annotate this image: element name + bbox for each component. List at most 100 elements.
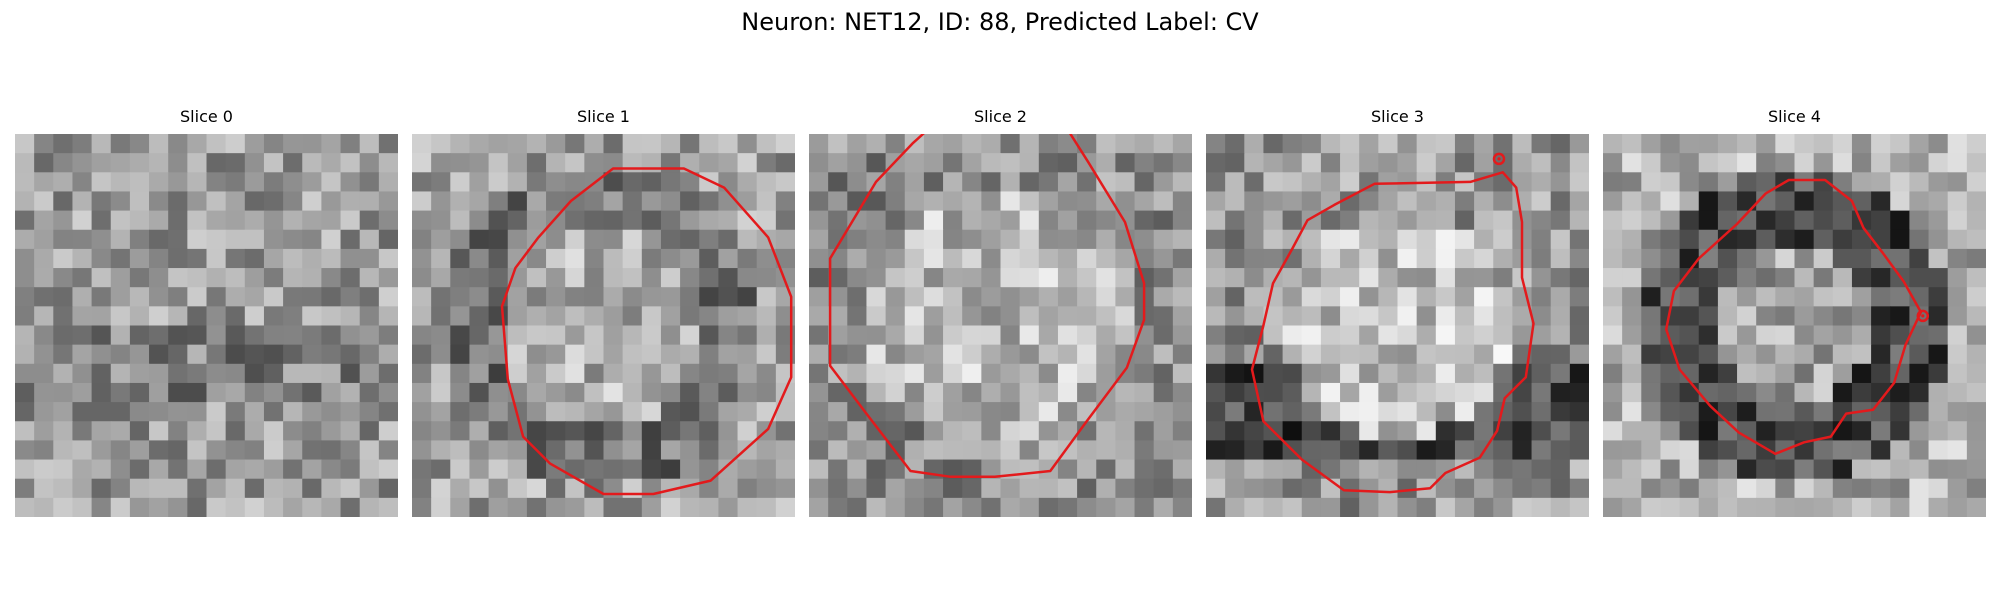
pixel — [718, 402, 739, 422]
pixel — [962, 306, 982, 327]
pixel — [340, 248, 361, 269]
pixel — [622, 134, 643, 154]
pixel — [1947, 306, 1968, 327]
pixel — [828, 268, 848, 288]
pixel — [1622, 287, 1642, 307]
pixel — [1890, 172, 1910, 193]
pixel — [660, 248, 681, 269]
pixel — [866, 497, 887, 517]
pixel — [507, 210, 528, 231]
pixel — [1871, 421, 1891, 441]
pixel — [1737, 229, 1757, 250]
pixel — [1378, 210, 1399, 231]
pixel — [1378, 134, 1399, 154]
pixel — [1832, 497, 1853, 517]
pixel — [1550, 382, 1571, 403]
pixel — [603, 268, 624, 288]
pixel — [1679, 421, 1700, 441]
pixel — [904, 440, 925, 461]
pixel — [1000, 287, 1021, 307]
pixel — [1641, 210, 1662, 231]
pixel — [737, 153, 758, 173]
pixel — [488, 172, 509, 193]
pixel — [962, 172, 982, 193]
pixel — [1115, 248, 1136, 269]
pixel — [1134, 402, 1155, 422]
pixel — [809, 191, 829, 212]
pixel — [660, 268, 681, 288]
pixel — [72, 268, 93, 288]
pixel — [1737, 363, 1757, 384]
pixel — [1134, 421, 1155, 441]
pixel — [885, 382, 906, 403]
pixel — [1263, 382, 1284, 403]
pixel — [1775, 306, 1796, 327]
pixel — [1206, 306, 1226, 327]
pixel — [1813, 344, 1834, 365]
pixel — [1775, 134, 1796, 154]
pixel — [1474, 287, 1494, 307]
pixel — [206, 229, 227, 250]
pixel — [885, 459, 906, 480]
pixel — [72, 306, 93, 327]
pixel — [244, 134, 265, 154]
pixel — [1038, 478, 1059, 499]
pixel — [72, 134, 93, 154]
contour-outline — [500, 167, 793, 496]
pixel — [1641, 134, 1662, 154]
pixel — [1641, 229, 1662, 250]
pixel — [699, 229, 719, 250]
pixel — [129, 325, 150, 346]
pixel — [641, 382, 662, 403]
pixel — [1282, 421, 1303, 441]
pixel — [1531, 325, 1552, 346]
pixel — [1320, 382, 1341, 403]
pixel — [1909, 229, 1930, 250]
pixel — [1717, 268, 1738, 288]
pixel — [244, 382, 265, 403]
pixel — [1679, 325, 1700, 346]
pixel — [72, 459, 93, 480]
pixel — [1622, 210, 1642, 231]
pixel — [866, 134, 887, 154]
pixel — [680, 325, 700, 346]
pixel — [866, 363, 887, 384]
pixel — [660, 325, 681, 346]
pixel — [1057, 287, 1078, 307]
pixel — [283, 459, 303, 480]
pixel — [1717, 153, 1738, 173]
pixel — [1569, 210, 1589, 231]
pixel — [187, 382, 208, 403]
pixel — [1698, 287, 1719, 307]
pixel — [488, 402, 509, 422]
pixel — [129, 153, 150, 173]
pixel — [378, 363, 398, 384]
pixel — [488, 440, 509, 461]
pixel — [168, 268, 188, 288]
pixel — [603, 306, 624, 327]
pixel — [1737, 325, 1757, 346]
pixel — [1717, 421, 1738, 441]
pixel — [1909, 402, 1930, 422]
pixel — [1282, 287, 1303, 307]
pixel — [603, 172, 624, 193]
pixel — [622, 248, 643, 269]
pixel — [680, 459, 700, 480]
pixel — [1679, 210, 1700, 231]
pixel — [1416, 459, 1437, 480]
pixel — [526, 153, 547, 173]
pixel — [1416, 210, 1437, 231]
pixel — [412, 248, 432, 269]
pixel — [1038, 363, 1059, 384]
pixel — [34, 153, 54, 173]
pixel — [775, 459, 795, 480]
pixel — [1717, 306, 1738, 327]
pixel — [1077, 402, 1097, 422]
pixel — [1851, 478, 1872, 499]
pixel — [1416, 325, 1437, 346]
pixel — [72, 402, 93, 422]
pixel — [1416, 497, 1437, 517]
pixel — [1947, 191, 1968, 212]
pixel — [737, 306, 758, 327]
pixel — [1622, 153, 1642, 173]
